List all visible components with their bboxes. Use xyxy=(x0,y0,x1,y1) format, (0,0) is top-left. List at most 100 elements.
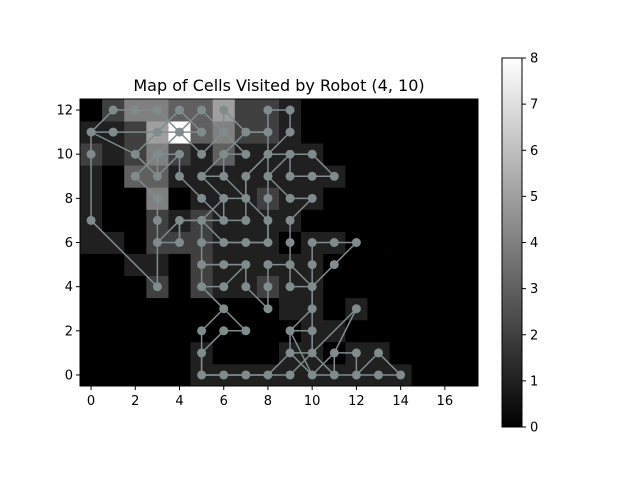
path-point xyxy=(285,127,295,137)
heatmap-cell xyxy=(411,231,435,254)
heatmap-cell xyxy=(168,253,191,277)
path-point xyxy=(86,215,96,225)
heatmap-cell xyxy=(323,121,346,144)
colorbar-tick-label: 8 xyxy=(530,52,538,67)
path-segment xyxy=(178,109,203,133)
heatmap-cell xyxy=(367,275,390,299)
heatmap-cell xyxy=(389,165,413,188)
heatmap-cell xyxy=(389,297,413,321)
path-segment xyxy=(245,286,269,310)
heatmap-cell xyxy=(389,253,413,277)
heatmap-cell xyxy=(455,319,479,343)
colorbar-axis: 0 1 2 3 4 5 6 7 8 xyxy=(522,52,538,436)
path-point xyxy=(307,260,317,270)
path-point xyxy=(152,215,162,225)
heatmap-cell xyxy=(345,253,368,277)
path-point xyxy=(152,149,162,159)
path-segment xyxy=(201,175,225,199)
path-point xyxy=(86,149,96,159)
colorbar-tick-label: 7 xyxy=(530,98,538,113)
heatmap-cell xyxy=(80,341,103,365)
heatmap-cell xyxy=(345,275,368,299)
path-point xyxy=(307,149,317,159)
robot-path-points xyxy=(86,105,406,380)
path-point xyxy=(175,105,184,115)
path-segment xyxy=(178,175,203,199)
path-segment xyxy=(289,352,313,376)
heatmap-cell xyxy=(168,363,191,387)
heatmap-cell xyxy=(102,143,125,166)
path-segment xyxy=(90,219,158,288)
path-point xyxy=(285,149,295,159)
heatmap-cell xyxy=(301,209,324,232)
heatmap-cell xyxy=(345,209,368,232)
heatmap-cell xyxy=(301,99,324,122)
heatmap-cell xyxy=(102,319,125,343)
path-segment xyxy=(223,109,247,133)
y-axis: 0 2 4 6 8 10 12 xyxy=(56,104,80,383)
heatmap-cell xyxy=(455,297,479,321)
path-point xyxy=(329,260,339,270)
path-point xyxy=(307,370,317,380)
path-segment xyxy=(333,241,357,266)
y-tick-label: 4 xyxy=(65,280,73,295)
path-point xyxy=(197,171,207,181)
heatmap-cell xyxy=(168,275,191,299)
heatmap-cell xyxy=(323,209,346,232)
heatmap-cell xyxy=(124,275,147,299)
path-point xyxy=(241,370,251,380)
heatmap-cell xyxy=(367,165,390,188)
path-point xyxy=(329,238,339,247)
heatmap-cell xyxy=(124,363,147,387)
heatmap-cell xyxy=(345,99,368,122)
heatmap-cell xyxy=(367,143,390,166)
heatmap-cell xyxy=(323,143,346,166)
heatmap-cell xyxy=(455,99,479,122)
heatmap-cell xyxy=(411,165,435,188)
heatmap-cell xyxy=(367,231,390,254)
heatmap-cell xyxy=(301,121,324,144)
heatmap-cell xyxy=(80,99,103,122)
heatmap-cell xyxy=(433,275,457,299)
path-point xyxy=(263,260,273,270)
heatmap-cell xyxy=(367,187,390,210)
y-tick-label: 12 xyxy=(56,104,73,119)
heatmap-cell xyxy=(256,319,280,343)
path-segment xyxy=(311,264,335,288)
path-segment xyxy=(156,219,181,244)
path-point xyxy=(219,149,229,159)
heatmap-cell xyxy=(323,187,346,210)
heatmap-cell xyxy=(102,297,125,321)
path-point xyxy=(263,105,273,115)
heatmap-cell xyxy=(433,253,457,277)
heatmap-cell xyxy=(124,341,147,365)
path-point xyxy=(152,282,162,292)
heatmap-cell xyxy=(102,275,125,299)
path-point xyxy=(351,238,361,247)
heatmap-cell xyxy=(389,209,413,232)
heatmap-cell xyxy=(455,253,479,277)
colorbar xyxy=(501,57,523,428)
path-point xyxy=(130,105,140,115)
heatmap-cell xyxy=(411,99,435,122)
heatmap-cell xyxy=(124,209,147,232)
heatmap-cell xyxy=(234,341,258,365)
path-point xyxy=(263,238,273,247)
path-point xyxy=(351,370,361,380)
path-point xyxy=(219,304,229,314)
path-point xyxy=(285,193,295,203)
path-point xyxy=(197,238,207,247)
heatmap-cell xyxy=(102,341,125,365)
path-point xyxy=(263,282,273,292)
heatmap-cell xyxy=(124,319,147,343)
path-point xyxy=(219,260,229,270)
heatmap-cell xyxy=(433,363,457,387)
heatmap-cell xyxy=(168,297,191,321)
path-point xyxy=(86,127,96,137)
path-segment xyxy=(201,330,225,354)
heatmap-cell xyxy=(411,275,435,299)
path-point xyxy=(219,171,229,181)
heatmap-cell xyxy=(411,297,435,321)
path-segment xyxy=(201,153,225,177)
path-segment xyxy=(289,330,313,376)
